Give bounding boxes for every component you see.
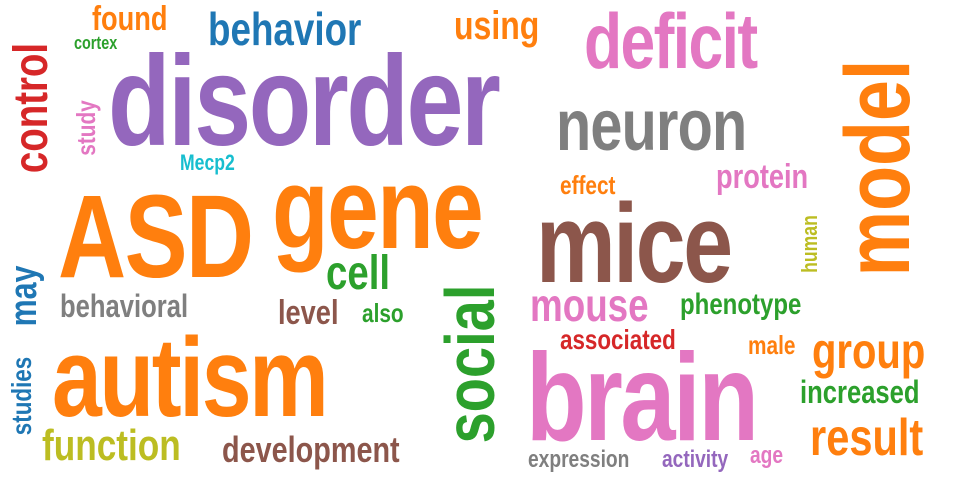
word-cortex: cortex — [74, 33, 118, 53]
word-social: social — [431, 284, 509, 444]
word-disorder: disorder — [108, 30, 501, 173]
word-human: human — [797, 215, 822, 273]
word-associated: associated — [560, 324, 676, 355]
word-effect: effect — [560, 170, 616, 200]
word-protein: protein — [716, 158, 809, 196]
word-age: age — [750, 442, 784, 469]
word-behavior: behavior — [208, 3, 362, 55]
word-function: function — [42, 421, 181, 470]
word-phenotype: phenotype — [680, 288, 802, 321]
word-mouse: mouse — [530, 279, 649, 331]
word-study: study — [71, 100, 101, 156]
word-using: using — [454, 4, 540, 48]
word-expression: expression — [528, 446, 630, 473]
word-gene: gene — [272, 143, 484, 273]
word-found: found — [92, 0, 168, 38]
word-Mecp2: Mecp2 — [180, 150, 235, 175]
word-brain: brain — [526, 329, 759, 467]
word-male: male — [748, 330, 796, 360]
word-studies: studies — [6, 356, 37, 436]
word-activity: activity — [662, 446, 729, 473]
word-deficit: deficit — [584, 0, 758, 85]
word-control: control — [5, 42, 58, 174]
word-ASD: ASD — [58, 171, 254, 303]
word-also: also — [362, 298, 404, 328]
word-group: group — [812, 323, 926, 379]
word-may: may — [3, 265, 45, 327]
word-behavioral: behavioral — [60, 288, 189, 324]
word-result: result — [810, 409, 924, 467]
word-model: model — [827, 59, 929, 277]
word-cell: cell — [326, 247, 391, 300]
word-increased: increased — [800, 374, 920, 410]
word-mice: mice — [536, 181, 733, 306]
word-autism: autism — [52, 315, 329, 440]
word-development: development — [222, 429, 400, 470]
word-neuron: neuron — [556, 86, 747, 166]
word-level: level — [278, 294, 339, 332]
